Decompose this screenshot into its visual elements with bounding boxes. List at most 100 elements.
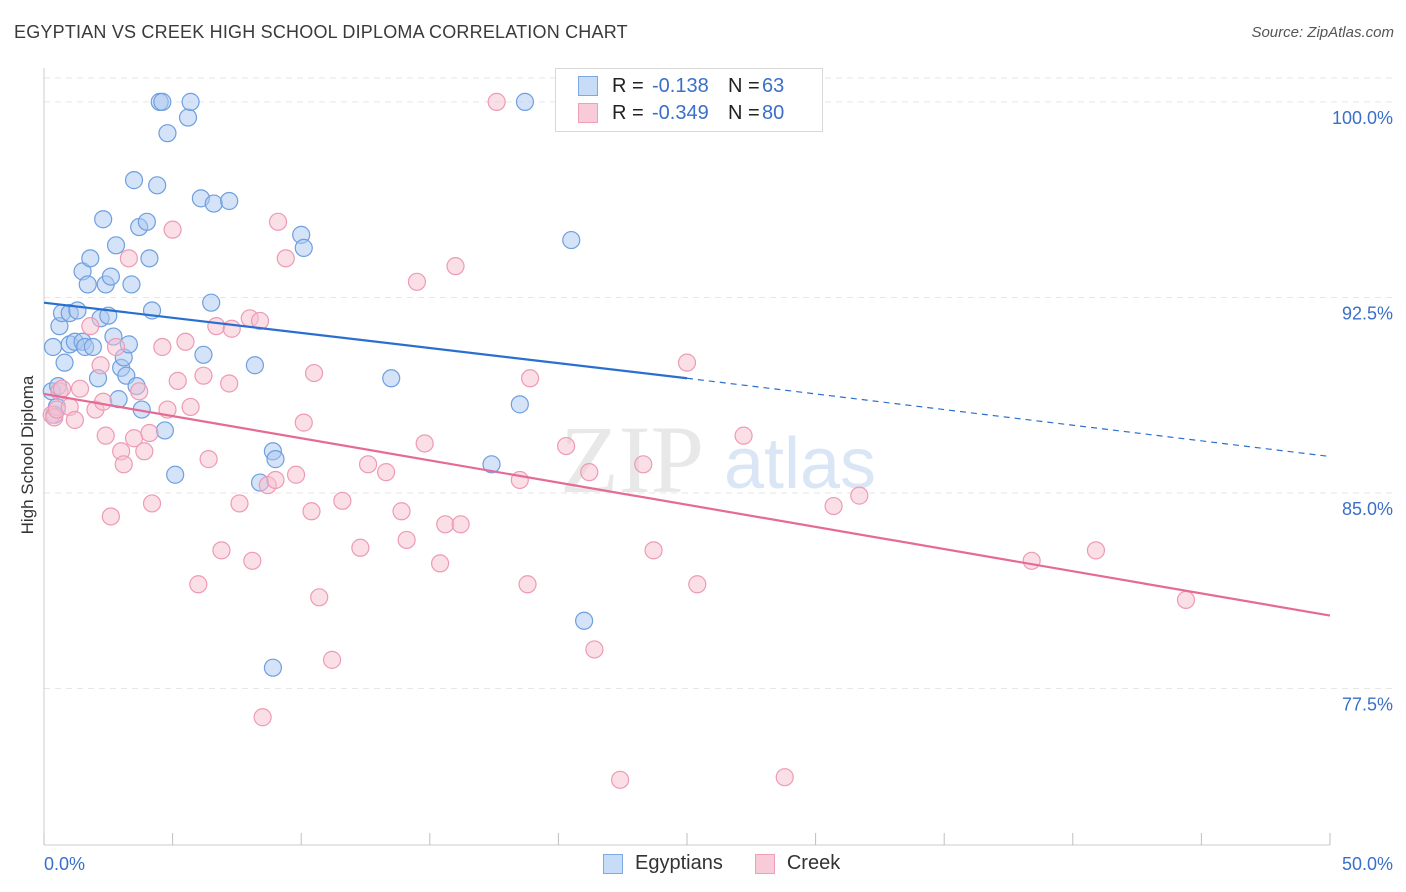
egyptians-point: [245, 356, 265, 375]
creek-point: [70, 379, 90, 398]
creek-point: [358, 455, 378, 474]
creek-point: [518, 575, 537, 594]
egyptians-trend-extension: [686, 377, 1331, 458]
y-tick-label: 85.0%: [1342, 499, 1393, 519]
creek-point: [130, 382, 149, 401]
x-tick-label-min: 0.0%: [44, 854, 85, 874]
egyptians-point: [204, 194, 223, 213]
creek-point: [176, 332, 195, 351]
egyptians-point: [83, 337, 102, 357]
creek-point: [181, 397, 200, 417]
egyptians-point: [178, 108, 198, 127]
creek-point: [580, 463, 599, 482]
creek-point: [677, 353, 697, 372]
legend-row-egyptians: R = -0.138 N = 63: [578, 73, 784, 99]
creek-point: [81, 317, 100, 336]
creek-point: [451, 515, 470, 534]
egyptians-point: [515, 92, 535, 111]
creek-point: [775, 768, 794, 787]
creek-point: [407, 272, 427, 291]
egyptians-point: [266, 450, 285, 469]
creek-swatch: [578, 103, 598, 123]
creek-point: [436, 515, 455, 534]
r-label: R =: [612, 74, 644, 97]
creek-point: [415, 434, 434, 453]
egyptians-swatch: [578, 76, 598, 96]
legend-row-creek: R = -0.349 N = 80: [578, 100, 784, 126]
tick-labels: 77.5% 85.0% 92.5% 100.0% 0.0% 50.0%: [44, 108, 1393, 874]
creek-point: [734, 426, 753, 445]
egyptians-point: [55, 353, 74, 372]
egyptians-point: [106, 236, 126, 255]
source-credit: Source: ZipAtlas.com: [1251, 24, 1394, 41]
egyptians-point: [263, 658, 283, 677]
creek-point: [189, 575, 208, 594]
creek-point: [634, 455, 653, 474]
creek-point: [397, 530, 416, 550]
creek-point: [557, 436, 576, 456]
creek-point: [243, 551, 262, 570]
creek-point: [1176, 590, 1196, 610]
creek-point: [212, 541, 231, 560]
egyptians-point: [153, 92, 172, 111]
creek-point: [266, 470, 285, 490]
creek-point: [294, 413, 313, 432]
watermark-zip: ZIP: [560, 406, 704, 513]
x-tick-label-max: 50.0%: [1342, 854, 1393, 874]
egyptians-point: [140, 249, 159, 268]
egyptians-point: [148, 176, 167, 195]
egyptians-point: [166, 465, 185, 484]
creek-point: [140, 423, 159, 443]
creek-point: [611, 770, 630, 789]
creek-point: [253, 708, 272, 727]
creek-point: [199, 450, 218, 469]
creek-point: [446, 257, 465, 276]
creek-point: [101, 507, 120, 526]
creek-point: [94, 392, 113, 411]
creek-point: [376, 463, 396, 482]
egyptians-point: [94, 210, 113, 229]
stats-legend: R = -0.138 N = 63 R = -0.349 N = 80: [555, 68, 823, 132]
creek-point: [644, 541, 663, 560]
creek-point: [119, 249, 138, 268]
egyptians-point: [202, 293, 221, 312]
egyptians-point: [43, 337, 63, 357]
creek-point: [351, 538, 370, 557]
egyptians-point: [575, 611, 594, 630]
creek-point: [65, 410, 84, 430]
egyptians-point: [158, 124, 177, 143]
creek-point: [322, 650, 342, 669]
creek-point: [142, 494, 162, 513]
r-value: -0.349: [652, 101, 709, 124]
creek-point: [585, 640, 604, 659]
creek-point: [521, 369, 540, 388]
egyptians-legend-label: Egyptians: [635, 852, 723, 874]
r-value: -0.138: [652, 74, 709, 97]
creek-point: [135, 442, 154, 461]
egyptians-trend-line: [43, 301, 688, 380]
creek-point: [268, 212, 288, 231]
legend-item-creek: Creek: [754, 852, 840, 875]
trend-lines: [43, 301, 1331, 617]
egyptians-point: [137, 212, 156, 231]
creek-point: [91, 356, 110, 375]
creek-point: [276, 249, 295, 268]
creek-point: [302, 502, 321, 521]
creek-point: [310, 588, 329, 607]
egyptians-point: [68, 301, 87, 320]
creek-legend-swatch: [754, 853, 775, 874]
creek-point: [96, 426, 115, 445]
creek-point: [286, 465, 306, 484]
egyptians-point: [155, 421, 174, 440]
creek-point: [487, 92, 506, 111]
egyptians-legend-swatch: [603, 853, 623, 874]
creek-point: [114, 455, 133, 474]
n-label: N =: [728, 74, 760, 97]
creek-trend-line: [43, 392, 1331, 617]
chart-title: EGYPTIAN VS CREEK HIGH SCHOOL DIPLOMA CO…: [14, 22, 628, 42]
creek-point: [250, 311, 270, 331]
series-legend: Egyptians Creek: [603, 852, 872, 875]
n-value: 63: [762, 74, 785, 97]
egyptians-point: [122, 275, 141, 294]
